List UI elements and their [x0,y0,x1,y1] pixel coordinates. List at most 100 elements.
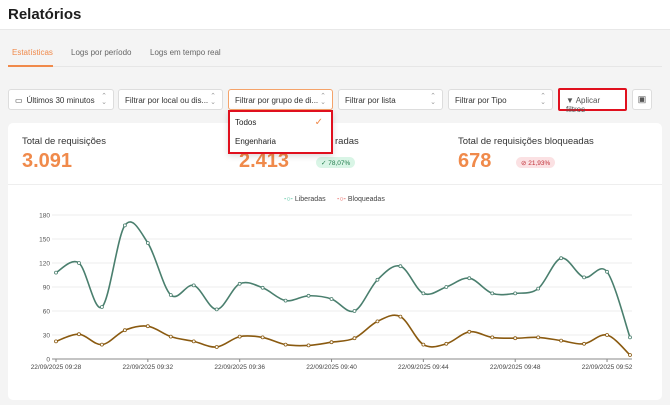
data-point [490,291,495,296]
apply-filters-button[interactable]: ▼ Aplicar filtros [558,88,627,114]
divider [8,184,662,185]
x-tick-label: 22/09/2025 09:48 [490,364,541,371]
check-icon: ✓ [321,160,329,167]
data-point [536,335,541,340]
legend-label: Liberadas [294,196,326,203]
data-point [467,276,472,281]
data-point [122,328,127,333]
data-point [582,341,586,346]
data-point [77,332,81,337]
local-filter-select[interactable]: Filtrar por local ou dis... ⌃ ⌄ [118,89,223,110]
data-point [100,342,104,347]
time-range-value: Últimos 30 minutos [26,96,95,105]
page-header: Relatórios [0,0,670,30]
check-icon: ✓ [314,117,323,128]
x-tick-label: 22/09/2025 09:44 [398,364,449,371]
stats-card [8,123,662,400]
option-label: Engenharia [235,137,276,146]
blocked-percent: 21,93% [528,160,551,167]
series-line-bloqueadas [55,314,631,356]
data-point [582,275,586,280]
data-point [444,285,449,289]
x-tick-label: 22/09/2025 09:36 [214,364,265,371]
y-tick-label: 120 [39,261,50,268]
y-tick-label: 30 [43,333,51,340]
list-filter-value: Filtrar por lista [345,96,396,105]
option-engenharia[interactable]: Engenharia [235,137,276,146]
y-tick-label: 180 [39,213,50,220]
data-point [145,241,150,245]
block-icon: ⊘ [521,160,529,167]
time-range-select[interactable]: ▭ Últimos 30 minutos ⌃ ⌄ [8,89,114,110]
data-point [122,223,127,228]
tab-bar: Estatísticas Logs por período Logs em te… [8,44,662,67]
list-filter-select[interactable]: Filtrar por lista ⌃ ⌄ [338,89,443,110]
x-tick-label: 22/09/2025 09:40 [306,364,357,371]
y-tick-label: 150 [39,237,50,244]
data-point [421,291,426,296]
filter-icon: ▼ [566,96,574,105]
group-filter-dropdown: Todos ✓ Engenharia [228,110,333,154]
group-filter-select[interactable]: Filtrar por grupo de di... ⌃ ⌄ [228,89,333,110]
chevron-updown-icon: ⌃ ⌄ [210,93,216,106]
allowed-badge: ✓ 78,07% [316,157,356,168]
data-point [329,340,334,345]
tab-logs-por-periodo[interactable]: Logs por período [71,48,132,57]
data-point [628,335,632,340]
y-tick-label: 60 [43,309,51,316]
local-filter-value: Filtrar por local ou dis... [125,96,209,105]
data-point [605,269,609,274]
data-point [559,338,564,343]
blocked-badge: ⊘ 21,93% [516,157,556,168]
data-point [490,335,495,340]
type-filter-select[interactable]: Filtrar por Tipo ⌃ ⌄ [448,89,553,110]
data-point [513,336,518,341]
group-filter-value: Filtrar por grupo de di... [235,96,319,105]
type-filter-value: Filtrar por Tipo [455,96,507,105]
data-point [191,339,196,344]
data-point [283,342,288,347]
legend-bloqueadas[interactable]: -○- Bloqueadas [337,196,385,203]
data-point [168,334,173,339]
data-point [237,334,242,339]
export-icon: ▣ [637,94,647,104]
data-point [306,343,311,348]
chevron-updown-icon: ⌃ ⌄ [320,93,326,106]
data-point [375,277,380,282]
data-point [628,353,632,357]
allowed-value: 2.413 [239,150,290,172]
legend-label: Bloqueadas [347,196,385,203]
active-tab-indicator [8,65,53,67]
data-point [467,329,472,334]
data-point [77,261,81,265]
x-tick-label: 22/09/2025 09:32 [123,364,174,371]
data-point [260,285,265,290]
data-point [559,256,564,261]
tab-estatisticas[interactable]: Estatísticas [12,48,53,57]
blocked-label: Total de requisições bloqueadas [458,136,594,147]
total-value: 3.091 [22,150,73,172]
legend-marker-icon: -○- [284,196,293,203]
calendar-icon: ▭ [15,96,23,105]
tab-logs-tempo-real[interactable]: Logs em tempo real [150,48,221,57]
data-point [398,314,403,319]
data-point [260,335,265,340]
legend-liberadas[interactable]: -○- Liberadas [284,196,326,203]
page-title: Relatórios [8,6,82,23]
data-point [605,333,609,337]
x-tick-label: 22/09/2025 09:52 [582,364,633,371]
chevron-updown-icon: ⌃ ⌄ [540,93,546,106]
legend-marker-icon: -○- [337,196,346,203]
chevron-updown-icon: ⌃ ⌄ [430,93,436,106]
data-point [214,345,219,349]
option-todos[interactable]: Todos [235,118,328,127]
data-point [513,291,518,296]
apply-filters-label: Aplicar filtros [566,96,601,114]
total-label: Total de requisições [22,136,106,147]
export-button[interactable]: ▣ [632,89,652,110]
data-point [375,319,380,324]
option-label: Todos [235,118,257,127]
data-point [352,336,357,341]
x-tick-label: 22/09/2025 09:28 [31,364,82,371]
